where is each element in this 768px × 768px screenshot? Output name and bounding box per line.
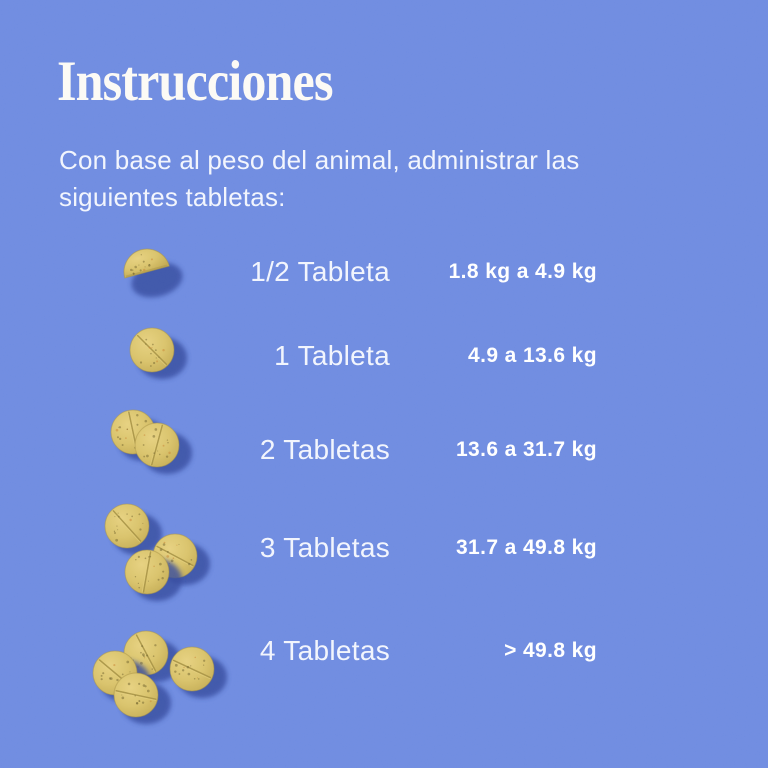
weight-range: 31.7 a 49.8 kg: [455, 536, 597, 559]
weight-range: 13.6 a 31.7 kg: [455, 438, 597, 461]
weight-range: 4.9 a 13.6 kg: [468, 344, 597, 367]
weight-range: > 49.8 kg: [504, 639, 597, 662]
intro-text: Con base al peso del animal, administrar…: [59, 142, 579, 216]
intro-line-2: siguientes tabletas:: [59, 182, 286, 212]
dose-label: 3 Tabletas: [259, 532, 390, 563]
dose-label: 1/2 Tableta: [250, 256, 390, 287]
weight-range: 1.8 kg a 4.9 kg: [448, 260, 597, 283]
dose-label: 2 Tabletas: [259, 434, 390, 465]
dose-label: 1 Tableta: [274, 340, 390, 371]
dose-label: 4 Tabletas: [259, 635, 390, 666]
page-title: Instrucciones: [57, 50, 333, 113]
intro-line-1: Con base al peso del animal, administrar…: [59, 145, 580, 175]
